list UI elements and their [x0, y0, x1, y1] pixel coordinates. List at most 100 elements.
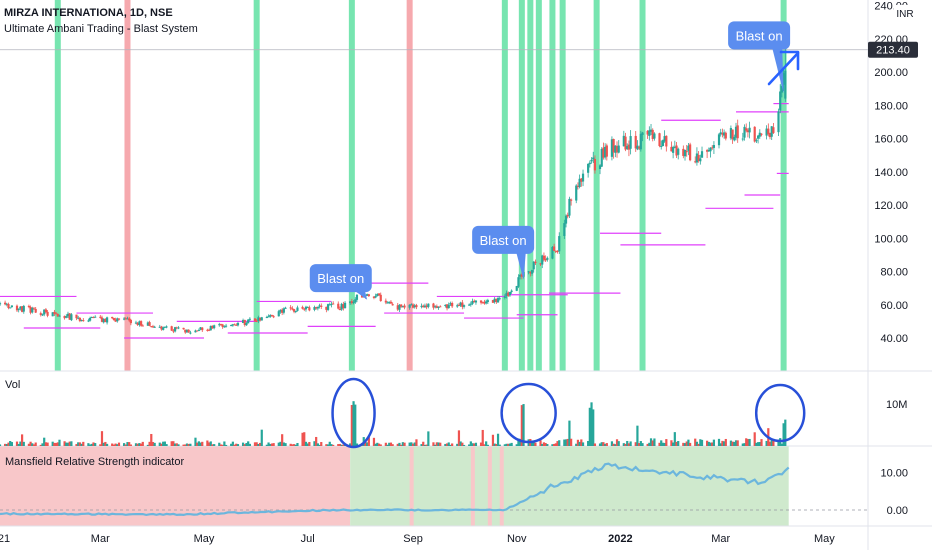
- candle: [338, 306, 342, 311]
- volume-bar: [723, 441, 726, 446]
- volume-bar: [209, 441, 212, 446]
- candle-body: [717, 134, 721, 146]
- candle-body: [604, 146, 607, 158]
- candle-body: [437, 306, 440, 308]
- candle-body: [729, 128, 733, 139]
- candle-body: [517, 277, 520, 287]
- candle: [590, 157, 593, 164]
- candle: [354, 297, 357, 304]
- volume-bar: [318, 444, 321, 446]
- volume-ellipse-1: [500, 382, 557, 444]
- candle: [230, 324, 233, 327]
- candle-body: [598, 165, 602, 170]
- volume-bar: [564, 439, 568, 446]
- volume-bar: [206, 440, 209, 446]
- volume-bar: [449, 444, 452, 446]
- candle: [587, 163, 590, 178]
- candle: [175, 326, 178, 330]
- candle-body: [408, 304, 411, 308]
- volume-bar: [765, 440, 768, 446]
- volume-bar: [687, 439, 690, 446]
- candle-body: [629, 136, 632, 149]
- volume-bar: [712, 439, 716, 446]
- candle-body: [697, 154, 700, 161]
- candle: [209, 325, 212, 331]
- volume-bar: [498, 444, 501, 446]
- candle-body: [219, 324, 223, 326]
- volume-bar: [439, 442, 442, 446]
- candle: [388, 301, 391, 305]
- candle-body: [587, 163, 590, 173]
- volume-bar: [581, 442, 585, 446]
- volume-bar: [199, 442, 202, 446]
- volume-bar: [182, 444, 185, 446]
- candle: [148, 320, 151, 327]
- candle-body: [87, 320, 90, 322]
- volume-bar: [34, 442, 37, 446]
- candle-body: [308, 307, 311, 311]
- candle: [481, 301, 484, 304]
- candle-body: [758, 132, 761, 137]
- volume-bar: [420, 444, 423, 446]
- candle-body: [481, 302, 484, 304]
- volume-bar: [160, 443, 163, 446]
- candle: [646, 130, 649, 139]
- volume-bar: [377, 443, 381, 446]
- candle: [724, 131, 727, 141]
- candle: [173, 326, 177, 333]
- candle-body: [17, 308, 20, 311]
- signal-band-10: [559, 0, 566, 371]
- candle-body: [175, 327, 178, 329]
- x-tick-label-0: 21: [0, 533, 10, 545]
- candle: [741, 132, 744, 142]
- volume-bar: [185, 443, 189, 446]
- candle-body: [639, 133, 642, 150]
- candle-body: [301, 306, 304, 309]
- candle-body: [689, 144, 692, 161]
- candle: [675, 142, 678, 158]
- candle-body: [648, 130, 651, 136]
- candle-body: [148, 322, 151, 326]
- candle: [451, 301, 454, 308]
- candle-body: [139, 321, 143, 326]
- candle: [65, 314, 68, 319]
- candle-body: [39, 313, 42, 315]
- rs-background: [0, 446, 789, 526]
- candle: [43, 309, 46, 317]
- candle: [75, 314, 78, 321]
- candle: [551, 245, 554, 260]
- candle-body: [534, 261, 537, 264]
- blast-callout-1: Blast on: [472, 225, 535, 280]
- volume-bar: [141, 441, 144, 446]
- candle-body: [665, 135, 668, 147]
- signal-band-13: [780, 0, 787, 371]
- volume-bar: [75, 444, 78, 446]
- candle: [41, 313, 44, 317]
- candle: [706, 148, 709, 159]
- volume-bar: [90, 443, 93, 446]
- candle: [134, 320, 138, 325]
- candle: [496, 296, 500, 303]
- volume-bar: [719, 443, 722, 446]
- volume-bar: [673, 432, 676, 446]
- volume-bar: [51, 441, 54, 446]
- volume-bar: [213, 444, 216, 446]
- candle: [15, 304, 19, 312]
- candle: [498, 296, 501, 301]
- volume-bar: [267, 442, 270, 446]
- candle-body: [141, 325, 144, 327]
- candle-body: [624, 136, 627, 150]
- volume-bar: [175, 443, 178, 446]
- candle-body: [544, 259, 547, 261]
- candle: [163, 326, 166, 329]
- volume-bar: [462, 444, 466, 446]
- candle: [592, 151, 595, 163]
- candle-body: [153, 326, 156, 328]
- candle: [447, 302, 450, 309]
- candle-body: [366, 294, 369, 296]
- signal-band-6: [518, 0, 525, 371]
- candle-body: [411, 304, 415, 308]
- candle-body: [622, 135, 625, 147]
- candle-body: [423, 305, 427, 308]
